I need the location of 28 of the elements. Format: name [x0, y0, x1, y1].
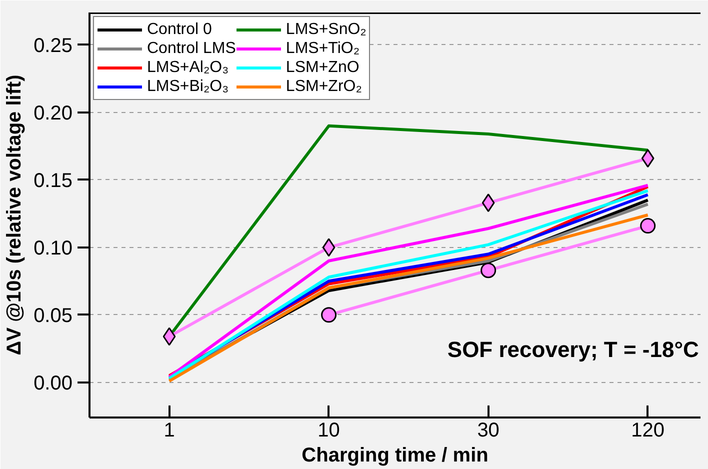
- annotation: SOF recovery; T = -18°C: [447, 337, 700, 362]
- x-tick-label: 10: [318, 420, 340, 442]
- legend-label: LMS+Al₂O₃: [147, 58, 229, 77]
- x-tick-label: 1: [164, 420, 175, 442]
- y-tick-label: 0.05: [34, 304, 73, 327]
- y-tick-label: 0.25: [34, 34, 73, 57]
- legend-label: LMS+TiO₂: [286, 39, 360, 58]
- legend-label: LMS+Bi₂O₃: [147, 77, 229, 96]
- point: [322, 238, 336, 257]
- legend-label: LMS+SnO₂: [286, 20, 366, 39]
- x-axis-title: Charging time / min: [302, 444, 488, 466]
- point: [480, 262, 496, 278]
- point: [162, 327, 176, 346]
- legend-label: LSM+ZrO₂: [286, 77, 362, 96]
- point: [640, 218, 656, 234]
- legend-label: Control 0: [147, 20, 212, 39]
- x-tick-label: 120: [631, 420, 665, 442]
- point: [482, 194, 495, 212]
- y-tick-label: 0.15: [34, 170, 73, 192]
- y-axis-title: ΔV @10s (relative voltage lift): [4, 74, 26, 356]
- point: [321, 307, 337, 323]
- y-tick-label: 0.10: [34, 237, 73, 260]
- legend-label: LSM+ZnO: [286, 58, 360, 77]
- x-tick-label: 30: [477, 420, 500, 442]
- y-tick-label: 0.20: [34, 102, 73, 124]
- point: [641, 149, 654, 168]
- legend-label: Control LMS: [147, 39, 236, 58]
- y-tick-label: 0.00: [34, 372, 73, 394]
